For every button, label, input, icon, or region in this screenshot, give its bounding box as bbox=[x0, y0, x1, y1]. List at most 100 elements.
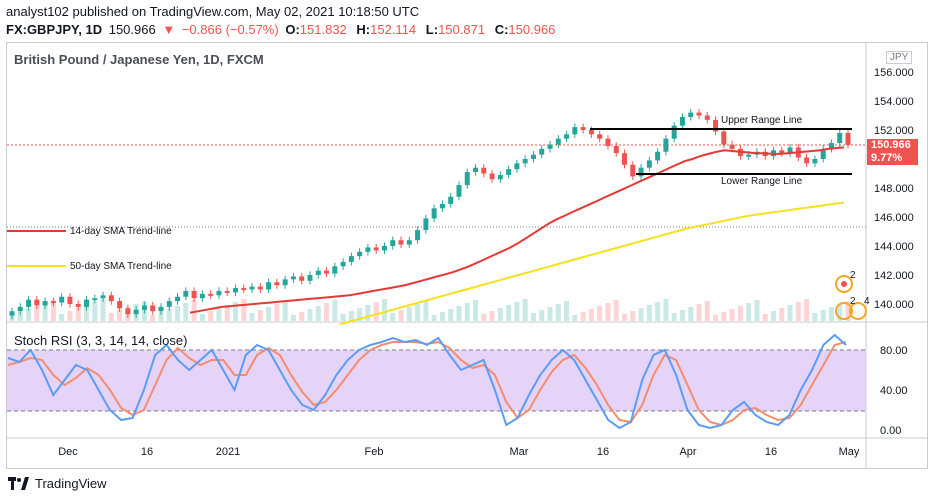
candle-body bbox=[804, 157, 810, 164]
rsi-band bbox=[7, 350, 866, 411]
volume-bar bbox=[572, 315, 578, 321]
candle-body bbox=[357, 251, 363, 257]
candle-body bbox=[216, 290, 222, 296]
volume-bar bbox=[232, 302, 238, 321]
sma14-label: 14-day SMA Trend-line bbox=[70, 226, 172, 237]
volume-bar bbox=[630, 311, 636, 321]
candle-body bbox=[381, 246, 387, 251]
volume-bar bbox=[638, 308, 644, 321]
volume-bar bbox=[771, 311, 777, 321]
volume-bar bbox=[357, 308, 363, 321]
volume-bar bbox=[506, 305, 512, 321]
tradingview-logo-icon bbox=[8, 476, 29, 490]
symbol-label: FX:GBPJPY, 1D bbox=[6, 22, 103, 37]
candle-body bbox=[241, 288, 247, 291]
volume-bar bbox=[622, 314, 628, 321]
price-tick-label: 142.000 bbox=[874, 270, 914, 282]
volume-bar bbox=[804, 299, 810, 321]
candle-body bbox=[282, 279, 288, 286]
chart-frame[interactable] bbox=[6, 42, 928, 469]
volume-bar bbox=[340, 314, 346, 321]
volume-bar bbox=[655, 302, 661, 321]
volume-bar bbox=[729, 309, 735, 321]
candle-body bbox=[34, 299, 40, 306]
open-label: O:151.832 bbox=[285, 22, 347, 37]
volume-bar bbox=[282, 301, 288, 321]
volume-bar bbox=[241, 299, 247, 321]
time-tick-label: 16 bbox=[765, 446, 777, 458]
candle-body bbox=[572, 127, 578, 135]
candle-body bbox=[266, 282, 272, 290]
volume-bar bbox=[166, 309, 172, 321]
candle-body bbox=[274, 282, 280, 286]
candle-body bbox=[506, 169, 512, 175]
volume-bar bbox=[50, 300, 56, 321]
candle-body bbox=[299, 276, 305, 281]
volume-bar bbox=[17, 312, 23, 321]
candle-body bbox=[373, 247, 379, 251]
volume-bar bbox=[274, 304, 280, 321]
price-tick-label: 156.000 bbox=[874, 67, 914, 79]
volume-bar bbox=[737, 306, 743, 321]
volume-bar bbox=[299, 312, 305, 321]
candle-body bbox=[125, 308, 131, 315]
volume-bar bbox=[762, 314, 768, 321]
volume-bar bbox=[588, 309, 594, 321]
volume-bar bbox=[34, 306, 40, 321]
candle-body bbox=[224, 290, 230, 293]
volume-bar bbox=[473, 300, 479, 321]
candle-body bbox=[845, 132, 851, 145]
footer-brand: TradingView bbox=[35, 476, 107, 491]
candle-body bbox=[539, 148, 545, 155]
volume-bar bbox=[688, 307, 694, 321]
volume-bar bbox=[721, 312, 727, 321]
main-chart-title: British Pound / Japanese Yen, 1D, FXCM bbox=[14, 52, 264, 67]
volume-bar bbox=[365, 305, 371, 321]
volume-bar bbox=[208, 311, 214, 321]
price-change: −0.866 (−0.57%) bbox=[181, 22, 279, 37]
candle-body bbox=[423, 218, 429, 231]
volume-bars bbox=[9, 299, 851, 321]
time-tick-label: 16 bbox=[597, 446, 609, 458]
candle-body bbox=[406, 240, 412, 245]
volume-bar bbox=[547, 307, 553, 321]
candle-body bbox=[175, 296, 181, 302]
candle-body bbox=[696, 112, 702, 116]
candle-body bbox=[489, 173, 495, 180]
volume-bar bbox=[522, 299, 528, 321]
candle-body bbox=[415, 230, 421, 241]
volume-bar bbox=[26, 309, 32, 321]
candle-body bbox=[307, 275, 313, 281]
candle-body bbox=[464, 172, 470, 186]
candle-body bbox=[108, 295, 114, 302]
footer[interactable]: TradingView bbox=[8, 476, 107, 491]
price-badge: 150.966 bbox=[867, 139, 918, 152]
event-dot-icon bbox=[841, 281, 847, 287]
volume-bar bbox=[108, 313, 114, 321]
volume-bar bbox=[754, 300, 760, 321]
event-icon-2[interactable] bbox=[835, 302, 853, 320]
candle-body bbox=[580, 127, 586, 130]
candle-body bbox=[820, 148, 826, 159]
currency-label[interactable]: JPY bbox=[886, 51, 913, 64]
upper-range-label: Upper Range Line bbox=[721, 115, 803, 126]
candle-body bbox=[679, 116, 685, 126]
volume-bar bbox=[704, 301, 710, 321]
volume-bar bbox=[117, 310, 123, 321]
time-tick-label: Apr bbox=[679, 446, 696, 458]
event-icon[interactable] bbox=[835, 275, 853, 293]
volume-bar bbox=[83, 305, 89, 321]
candle-body bbox=[166, 301, 172, 307]
candle-body bbox=[663, 138, 669, 152]
candle-body bbox=[473, 167, 479, 173]
candle-body bbox=[713, 119, 719, 132]
volume-bar bbox=[199, 314, 205, 321]
event-icon-3[interactable] bbox=[849, 302, 867, 320]
volume-bar bbox=[481, 314, 487, 321]
candle-body bbox=[588, 130, 594, 135]
candle-body bbox=[630, 164, 636, 177]
price-axis: 156.000154.000152.000150.000148.000146.0… bbox=[874, 67, 914, 311]
rsi-k-line bbox=[7, 333, 847, 430]
chart-header: analyst102 published on TradingView.com,… bbox=[6, 3, 561, 39]
